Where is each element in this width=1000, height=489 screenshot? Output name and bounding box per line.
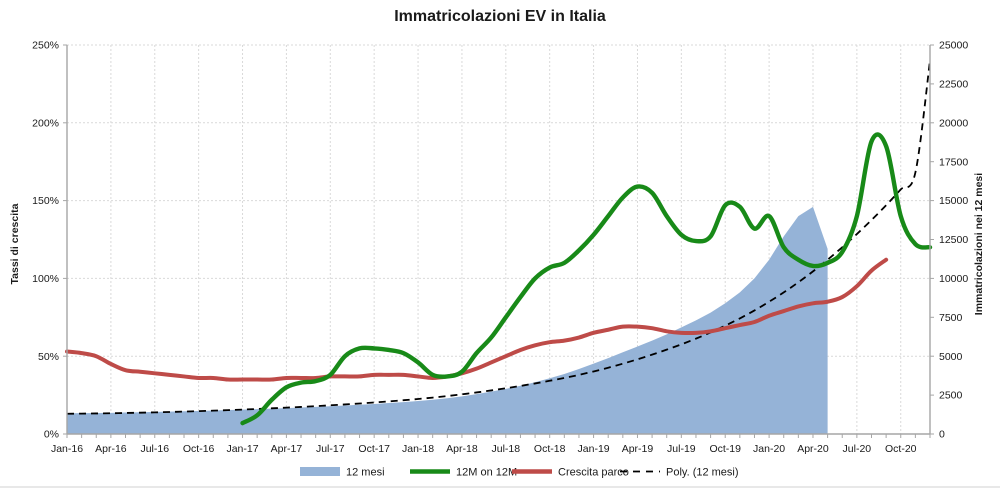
y-axis-left-tick: 150% xyxy=(32,195,59,207)
x-axis-tick: Oct-17 xyxy=(358,443,390,455)
series-12-mesi-area xyxy=(67,206,828,434)
x-axis-tick: Oct-16 xyxy=(183,443,215,455)
y-axis-left-tick: 50% xyxy=(38,351,59,363)
line-path-12m-on-12m xyxy=(240,132,933,426)
legend-label: Poly. (12 mesi) xyxy=(666,467,739,479)
series-12m-on-12m-line xyxy=(240,132,933,426)
y-axis-right-tick-labels: 0 2500 5000 7500 10000 12500 15000 17500 20000 22… xyxy=(930,40,968,441)
x-axis-tick: Oct-20 xyxy=(885,443,917,455)
trendline-path xyxy=(66,60,931,415)
y-axis-right-tick: 15000 xyxy=(939,195,968,207)
y-axis-right-tick: 22500 xyxy=(939,79,968,91)
legend-label: 12M on 12M xyxy=(456,467,517,479)
y-axis-right-title: Immatricolazioni nei 12 mesi xyxy=(973,173,985,315)
x-axis-tick: Apr-17 xyxy=(271,443,303,455)
x-axis-tick: Jul-19 xyxy=(667,443,696,455)
legend-item-2[interactable]: Crescita parco xyxy=(512,467,629,479)
legend-label: 12 mesi xyxy=(346,467,385,479)
y-axis-right-tick: 5000 xyxy=(939,351,963,363)
y-axis-right-tick: 17500 xyxy=(939,156,968,168)
x-axis-tick: Apr-18 xyxy=(446,443,478,455)
x-axis-tick: Apr-20 xyxy=(797,443,829,455)
x-axis-tick: Jul-16 xyxy=(140,443,169,455)
y-axis-right-tick: 2500 xyxy=(939,390,963,402)
series-poly-trendline xyxy=(66,60,931,415)
area-fill-12-mesi xyxy=(67,206,828,434)
chart-title: Immatricolazioni EV in Italia xyxy=(394,8,606,25)
y-axis-left-tick: 250% xyxy=(32,40,59,52)
legend-item-3[interactable]: Poly. (12 mesi) xyxy=(620,467,739,479)
y-axis-right-tick: 0 xyxy=(939,429,945,441)
line-path-crescita-parco xyxy=(65,257,889,382)
y-axis-right-tick: 12500 xyxy=(939,234,968,246)
y-axis-right-tick: 20000 xyxy=(939,117,968,129)
x-axis-tick: Jul-18 xyxy=(492,443,521,455)
legend-swatch-area xyxy=(300,467,340,476)
x-axis-tick: Jan-19 xyxy=(578,443,610,455)
x-axis-tick: Jan-17 xyxy=(226,443,258,455)
y-axis-left-tick: 200% xyxy=(32,117,59,129)
legend-label: Crescita parco xyxy=(558,467,629,479)
y-axis-left-tick: 100% xyxy=(32,273,59,285)
x-axis-tick: Apr-19 xyxy=(622,443,654,455)
legend-item-1[interactable]: 12M on 12M xyxy=(410,467,517,479)
y-axis-right-tick: 7500 xyxy=(939,312,963,324)
y-axis-right-tick: 10000 xyxy=(939,273,968,285)
y-axis-left-tick: 0% xyxy=(44,429,59,441)
legend-item-0[interactable]: 12 mesi xyxy=(300,467,385,479)
y-axis-right-tick: 25000 xyxy=(939,40,968,52)
x-axis-tick: Jul-20 xyxy=(843,443,872,455)
x-axis-tick: Oct-18 xyxy=(534,443,566,455)
series-crescita-parco-line xyxy=(65,257,889,382)
x-axis-tick: Apr-16 xyxy=(95,443,127,455)
x-axis-tick: Oct-19 xyxy=(709,443,741,455)
y-axis-left-tick-labels: 0% 50% 100% 150% 200% 250% xyxy=(32,40,67,441)
chart-legend: 12 mesi 12M on 12M Crescita parco Poly. (12… xyxy=(0,467,1000,488)
x-axis-tick: Jan-18 xyxy=(402,443,434,455)
x-axis-tick: Jan-20 xyxy=(753,443,785,455)
axes xyxy=(66,45,931,438)
y-axis-left-title: Tassi di crescita xyxy=(9,203,21,284)
x-axis-tick: Jan-16 xyxy=(51,443,83,455)
x-axis-tick: Jul-17 xyxy=(316,443,345,455)
x-axis-tick-labels: Jan-16 Apr-16 Jul-16 Oct-16 Jan-17 Apr-17 Jul-… xyxy=(51,443,917,455)
